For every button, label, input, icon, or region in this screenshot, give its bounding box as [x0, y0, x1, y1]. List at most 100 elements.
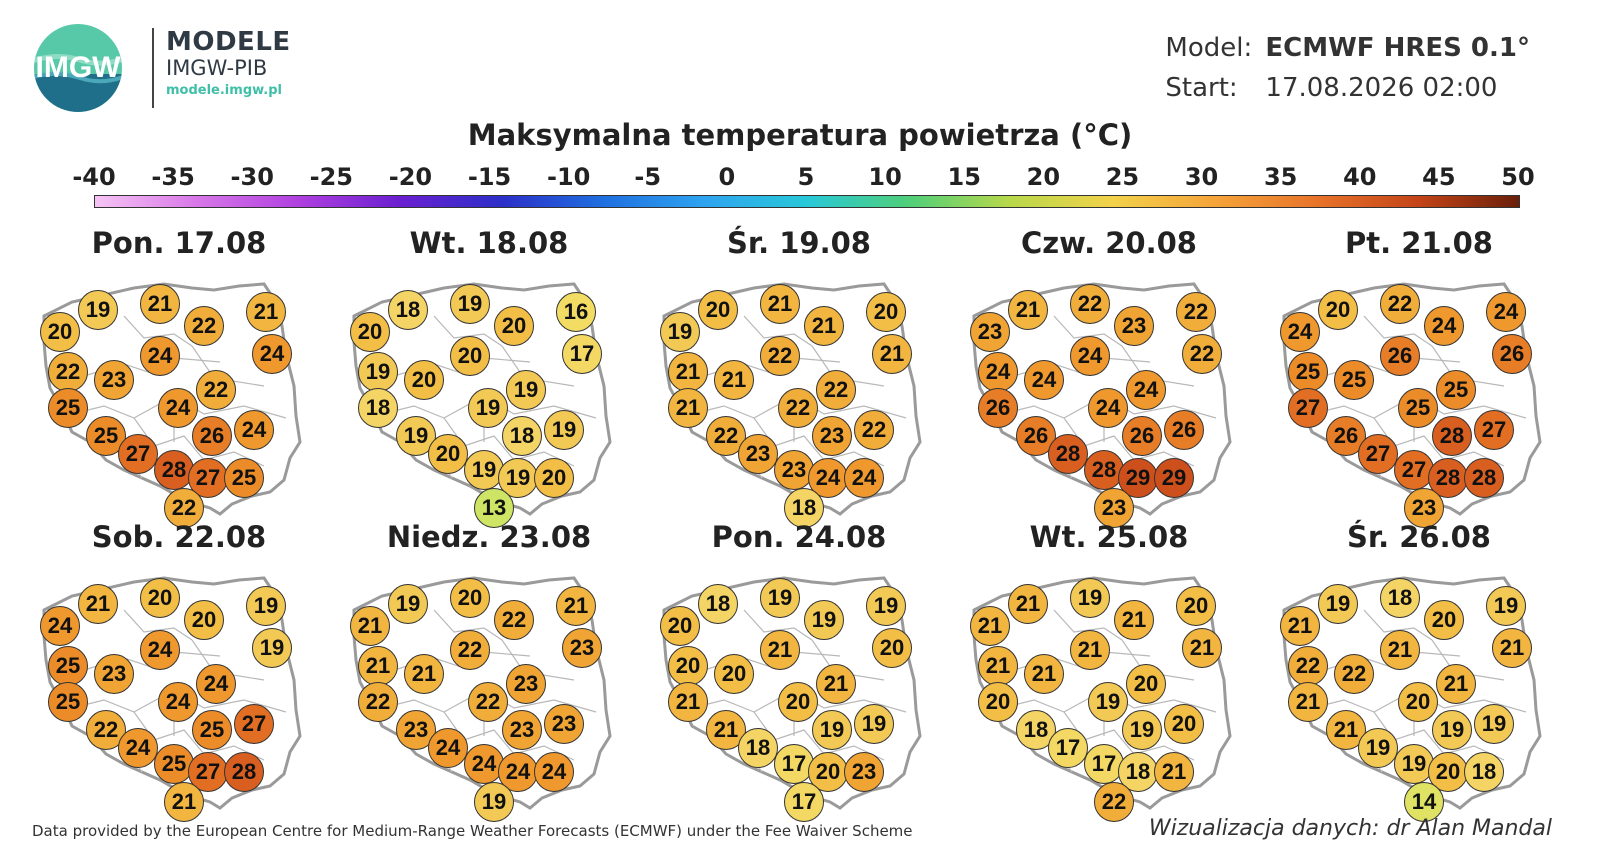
temperature-marker: 20 — [872, 628, 912, 668]
temperature-marker: 21 — [1008, 290, 1048, 330]
temperature-marker: 27 — [1288, 388, 1328, 428]
temperature-marker: 20 — [660, 606, 700, 646]
temperature-marker: 18 — [388, 290, 428, 330]
temperature-marker: 26 — [192, 416, 232, 456]
temperature-marker: 25 — [1436, 370, 1476, 410]
temperature-marker: 24 — [234, 410, 274, 450]
temperature-marker: 22 — [778, 388, 818, 428]
temperature-marker: 22 — [816, 370, 856, 410]
temperature-marker: 24 — [1070, 336, 1110, 376]
temperature-marker: 21 — [1280, 606, 1320, 646]
temperature-marker: 21 — [978, 646, 1018, 686]
temperature-marker: 18 — [1380, 578, 1420, 618]
temperature-marker: 21 — [760, 284, 800, 324]
temperature-marker: 22 — [48, 352, 88, 392]
data-credit: Data provided by the European Centre for… — [32, 822, 913, 840]
temperature-marker: 20 — [494, 306, 534, 346]
temperature-marker: 18 — [738, 728, 778, 768]
temperature-marker: 19 — [474, 782, 514, 822]
temperature-marker: 20 — [668, 646, 708, 686]
temperature-marker: 20 — [140, 578, 180, 618]
forecast-date-label: Czw. 20.08 — [1021, 226, 1197, 260]
temperature-marker: 21 — [1008, 584, 1048, 624]
temperature-marker: 25 — [48, 388, 88, 428]
temperature-marker: 23 — [738, 434, 778, 474]
temperature-marker: 27 — [1394, 450, 1434, 490]
scale-tick-label: -5 — [634, 163, 662, 191]
temperature-marker: 27 — [188, 458, 228, 498]
temperature-marker: 19 — [1432, 710, 1472, 750]
temperature-marker: 19 — [246, 586, 286, 626]
temperature-marker: 17 — [1048, 728, 1088, 768]
scale-tick-label: 40 — [1343, 163, 1377, 191]
temperature-color-scale: -40 -35 -30 -25 -20 -15 -10 -5 0 5 10 15 20 25 30 35 40 4… — [72, 163, 1535, 213]
temperature-marker: 23 — [502, 710, 542, 750]
scale-tick-label: 30 — [1184, 163, 1219, 191]
temperature-marker: 26 — [978, 388, 1018, 428]
temperature-marker: 20 — [1176, 586, 1216, 626]
temperature-marker: 21 — [804, 306, 844, 346]
model-info: Model: ECMWF HRES 0.1° Start: 17.08.2026… — [1165, 28, 1530, 108]
temperature-marker: 24 — [196, 664, 236, 704]
temperature-marker: 17 — [784, 782, 824, 822]
temperature-marker: 28 — [1464, 458, 1504, 498]
forecast-day-panel: Wt. 18.08 20 18 19 20 16 17 19 20 20 19 18 19 19 18 19 2… — [334, 226, 644, 528]
scale-tick-label: 45 — [1422, 163, 1456, 191]
temperature-marker: 19 — [866, 586, 906, 626]
temperature-marker: 20 — [450, 578, 490, 618]
scale-tick-label: 15 — [947, 163, 981, 191]
temperature-marker: 19 — [464, 450, 504, 490]
temperature-marker: 19 — [498, 458, 538, 498]
brand-title: MODELE — [166, 27, 291, 57]
temperature-marker: 21 — [140, 284, 180, 324]
scale-tick-label: -15 — [467, 163, 512, 191]
start-value: 17.08.2026 02:00 — [1265, 73, 1498, 103]
temperature-marker: 22 — [706, 416, 746, 456]
scale-tick-label: 5 — [797, 163, 815, 191]
brand-url[interactable]: modele.imgw.pl — [166, 83, 282, 98]
temperature-marker: 19 — [1088, 682, 1128, 722]
temperature-marker: 28 — [224, 752, 264, 792]
temperature-marker: 24 — [140, 630, 180, 670]
temperature-marker: 23 — [94, 654, 134, 694]
temperature-marker: 24 — [252, 334, 292, 374]
temperature-marker: 20 — [866, 292, 906, 332]
temperature-marker: 22 — [1380, 284, 1420, 324]
temperature-marker: 20 — [428, 434, 468, 474]
temperature-marker: 19 — [468, 388, 508, 428]
temperature-marker: 24 — [140, 336, 180, 376]
temperature-marker: 19 — [1394, 744, 1434, 784]
brand-block: MODELE IMGW-PIB modele.imgw.pl — [152, 28, 291, 108]
temperature-marker: 18 — [358, 388, 398, 428]
temperature-marker: 27 — [1358, 434, 1398, 474]
forecast-day-panel: Śr. 26.08 21 19 18 20 19 21 22 22 21 21 21 20 21 19 19 1… — [1264, 520, 1574, 822]
temperature-marker: 24 — [158, 388, 198, 428]
scale-tick-label: -40 — [72, 163, 116, 191]
temperature-marker: 19 — [1474, 704, 1514, 744]
temperature-marker: 19 — [78, 290, 118, 330]
temperature-marker: 19 — [450, 284, 490, 324]
temperature-marker: 19 — [396, 416, 436, 456]
temperature-marker: 20 — [1126, 664, 1166, 704]
temperature-marker: 21 — [1436, 664, 1476, 704]
temperature-marker: 20 — [450, 336, 490, 376]
temperature-marker: 18 — [784, 488, 824, 528]
forecast-day-panel: Sob. 22.08 24 21 20 20 19 19 25 23 24 24 25 24 22 25 27… — [24, 520, 334, 822]
temperature-marker: 19 — [544, 410, 584, 450]
temperature-marker: 26 — [1380, 336, 1420, 376]
temperature-marker: 23 — [94, 360, 134, 400]
forecast-date-label: Wt. 25.08 — [1029, 520, 1189, 554]
temperature-marker: 13 — [474, 488, 514, 528]
temperature-marker: 22 — [468, 682, 508, 722]
temperature-marker: 24 — [40, 606, 80, 646]
scale-tick-label: -35 — [151, 163, 195, 191]
forecast-day-panel: Czw. 20.08 23 21 22 23 22 22 24 24 24 24 26 24 26 26 26… — [954, 226, 1264, 528]
forecast-date-label: Śr. 19.08 — [727, 226, 871, 260]
temperature-marker: 17 — [562, 334, 602, 374]
temperature-marker: 24 — [1126, 370, 1166, 410]
forecast-date-label: Niedz. 23.08 — [386, 520, 592, 554]
temperature-marker: 21 — [714, 360, 754, 400]
temperature-marker: 21 — [556, 586, 596, 626]
temperature-marker: 14 — [1404, 782, 1444, 822]
start-label: Start: — [1165, 73, 1238, 103]
